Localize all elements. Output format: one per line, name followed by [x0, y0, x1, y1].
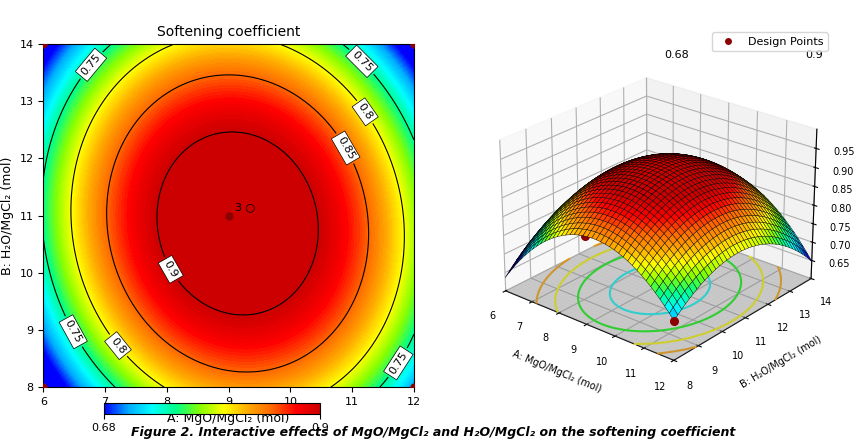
Legend: Design Points: Design Points — [712, 33, 828, 51]
X-axis label: A: MgO/MgCl₂ (mol): A: MgO/MgCl₂ (mol) — [167, 412, 290, 425]
Text: 0.9: 0.9 — [162, 259, 179, 279]
Text: 0.75: 0.75 — [63, 319, 84, 345]
Text: 0.9: 0.9 — [805, 50, 823, 60]
Text: Figure 2. Interactive effects of MgO/MgCl₂ and H₂O/MgCl₂ on the softening coeffi: Figure 2. Interactive effects of MgO/MgC… — [131, 425, 735, 439]
Text: 0.8: 0.8 — [356, 102, 374, 122]
Text: 0.85: 0.85 — [335, 135, 356, 161]
Y-axis label: B: H₂O/MgCl₂ (mol): B: H₂O/MgCl₂ (mol) — [1, 156, 14, 275]
X-axis label: A: MgO/MgCl₂ (mol): A: MgO/MgCl₂ (mol) — [511, 349, 603, 394]
Title: Softening coefficient: Softening coefficient — [157, 25, 301, 39]
Text: 0.75: 0.75 — [350, 49, 374, 73]
Text: 0.8: 0.8 — [108, 336, 127, 356]
Text: 3 ○: 3 ○ — [235, 202, 255, 212]
Text: 0.68: 0.68 — [664, 50, 689, 60]
Text: 0.75: 0.75 — [387, 350, 410, 376]
Text: 0.75: 0.75 — [80, 52, 103, 77]
Legend: Design Points: Design Points — [299, 438, 408, 440]
Y-axis label: B: H₂O/MgCl₂ (mol): B: H₂O/MgCl₂ (mol) — [739, 334, 823, 390]
